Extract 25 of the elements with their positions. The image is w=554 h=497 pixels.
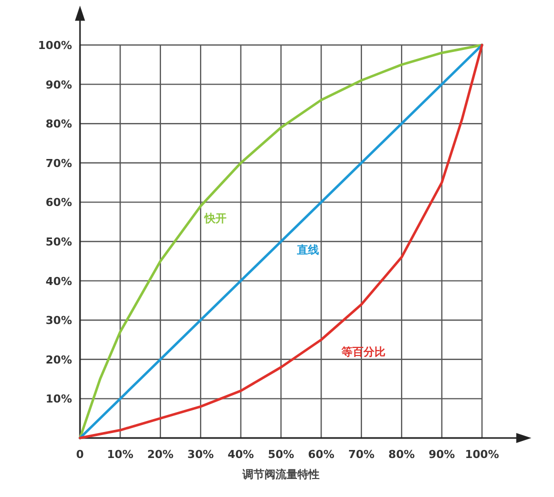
x-tick-label: 20%	[147, 448, 174, 461]
y-tick-label: 50%	[46, 236, 72, 248]
x-tick-label: 60%	[308, 448, 334, 461]
x-tick-label: 90%	[428, 448, 455, 461]
x-tick-label: 80%	[388, 448, 415, 461]
y-tick-label: 40%	[46, 274, 72, 288]
series-label: 直线	[296, 243, 320, 256]
x-tick-label: 30%	[187, 448, 214, 461]
y-tick-label: 10%	[46, 392, 72, 406]
y-tick-label: 20%	[46, 353, 72, 366]
series-label: 快开	[204, 212, 227, 225]
x-tick-label: 100%	[465, 448, 499, 461]
y-tick-label: 30%	[46, 314, 72, 328]
line-series	[78, 44, 484, 440]
x-tick-label: 40%	[228, 448, 254, 461]
x-tick-label: 10%	[107, 448, 134, 461]
y-tick-label: 80%	[46, 118, 72, 131]
x-tick-label: 50%	[268, 448, 294, 461]
y-tick-label: 100%	[38, 39, 72, 52]
y-tick-label: 60%	[46, 196, 72, 210]
y-tick-label: 90%	[46, 78, 72, 92]
x-axis-title: 调节阀流量特性	[242, 468, 320, 481]
y-tick-label: 70%	[46, 156, 72, 170]
x-tick-label: 70%	[348, 448, 375, 461]
x-tick-label: 0	[76, 448, 84, 461]
